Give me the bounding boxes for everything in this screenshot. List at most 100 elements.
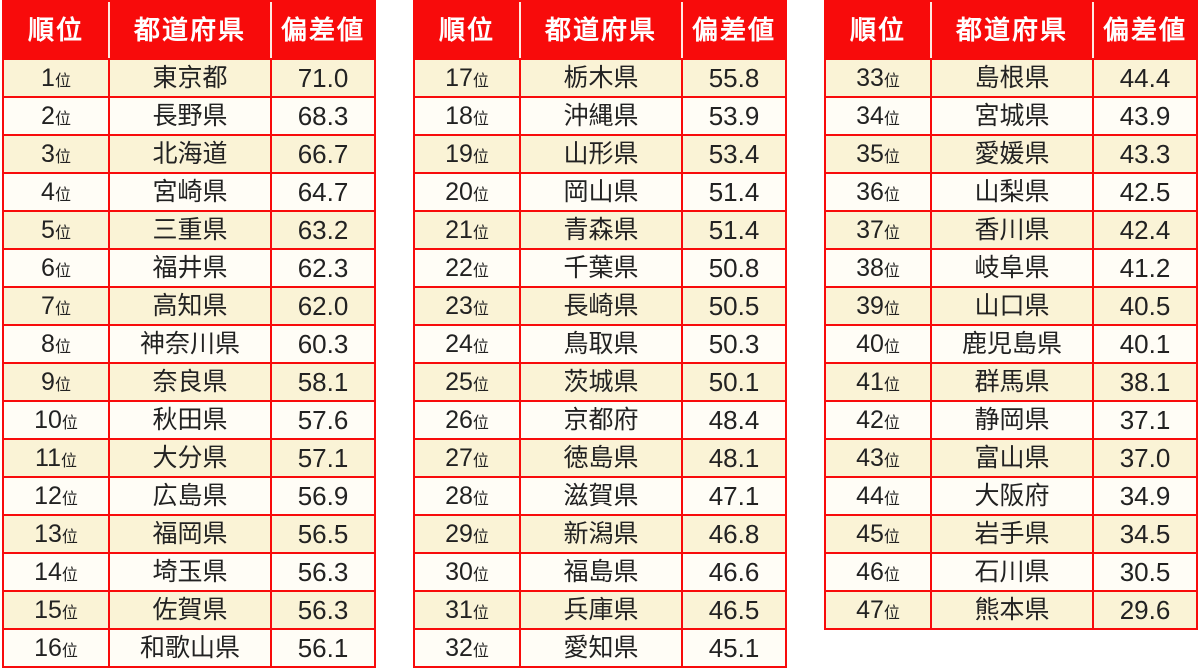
rank-cell: 5位 [4,212,108,248]
table-row: 47位 熊本県 29.6 [826,590,1196,628]
rank-suffix: 位 [472,301,489,318]
rank-suffix: 位 [883,605,900,622]
rank-cell: 18位 [415,98,519,134]
rank-suffix: 位 [883,491,900,508]
table-row: 17位 栃木県 55.8 [415,58,785,96]
value-cell: 68.3 [270,98,374,134]
rank-suffix: 位 [883,225,900,242]
table-row: 43位 富山県 37.0 [826,438,1196,476]
prefecture-cell: 埼玉県 [108,554,270,590]
table-row: 39位 山口県 40.5 [826,286,1196,324]
table-header-row: 順位 都道府県 偏差値 [415,2,785,58]
prefecture-cell: 福岡県 [108,516,270,552]
rank-cell: 47位 [826,592,930,628]
prefecture-cell: 栃木県 [519,60,681,96]
rank-number: 38 [856,254,884,282]
rank-cell: 46位 [826,554,930,590]
value-cell: 42.5 [1092,174,1196,210]
value-cell: 34.9 [1092,478,1196,514]
rank-cell: 20位 [415,174,519,210]
rank-number: 23 [445,292,473,320]
value-cell: 60.3 [270,326,374,362]
rank-cell: 2位 [4,98,108,134]
rank-number: 39 [856,292,884,320]
rank-cell: 34位 [826,98,930,134]
rank-suffix: 位 [472,187,489,204]
rank-number: 21 [445,216,473,244]
table-row: 33位 島根県 44.4 [826,58,1196,96]
rank-number: 32 [445,634,473,662]
rank-cell: 33位 [826,60,930,96]
header-prefecture: 都道府県 [930,2,1092,58]
table-row: 20位 岡山県 51.4 [415,172,785,210]
prefecture-cell: 長崎県 [519,288,681,324]
table-row: 5位 三重県 63.2 [4,210,374,248]
rank-cell: 6位 [4,250,108,286]
value-cell: 30.5 [1092,554,1196,590]
rank-cell: 29位 [415,516,519,552]
rank-suffix: 位 [883,339,900,356]
prefecture-cell: 鹿児島県 [930,326,1092,362]
table-row: 2位 長野県 68.3 [4,96,374,134]
rank-suffix: 位 [472,263,489,280]
rank-cell: 3位 [4,136,108,172]
rank-suffix: 位 [883,301,900,318]
table-row: 37位 香川県 42.4 [826,210,1196,248]
rank-number: 12 [34,482,62,510]
rank-number: 42 [856,406,884,434]
prefecture-cell: 茨城県 [519,364,681,400]
value-cell: 46.8 [681,516,785,552]
rank-number: 30 [445,558,473,586]
value-cell: 46.5 [681,592,785,628]
rank-number: 1 [41,64,55,92]
rank-number: 37 [856,216,884,244]
prefecture-cell: 宮崎県 [108,174,270,210]
value-cell: 43.3 [1092,136,1196,172]
prefecture-cell: 福井県 [108,250,270,286]
table-row: 11位 大分県 57.1 [4,438,374,476]
rank-number: 26 [445,406,473,434]
prefecture-cell: 和歌山県 [108,630,270,666]
rank-number: 19 [445,140,473,168]
rank-cell: 12位 [4,478,108,514]
table-row: 35位 愛媛県 43.3 [826,134,1196,172]
header-value: 偏差値 [270,2,374,58]
rank-cell: 22位 [415,250,519,286]
rank-number: 14 [34,558,62,586]
prefecture-cell: 京都府 [519,402,681,438]
rank-number: 2 [41,102,55,130]
rank-cell: 25位 [415,364,519,400]
rank-suffix: 位 [54,225,71,242]
rank-suffix: 位 [883,111,900,128]
prefecture-cell: 大阪府 [930,478,1092,514]
value-cell: 51.4 [681,212,785,248]
rank-number: 33 [856,64,884,92]
prefecture-cell: 神奈川県 [108,326,270,362]
table-row: 7位 高知県 62.0 [4,286,374,324]
header-prefecture: 都道府県 [519,2,681,58]
rank-suffix: 位 [883,377,900,394]
rank-number: 7 [41,292,55,320]
prefecture-cell: 沖縄県 [519,98,681,134]
rank-cell: 4位 [4,174,108,210]
rank-suffix: 位 [54,377,71,394]
value-cell: 50.1 [681,364,785,400]
table-row: 13位 福岡県 56.5 [4,514,374,552]
prefecture-cell: 愛媛県 [930,136,1092,172]
rank-number: 8 [41,330,55,358]
prefecture-cell: 愛知県 [519,630,681,666]
prefecture-cell: 石川県 [930,554,1092,590]
prefecture-cell: 滋賀県 [519,478,681,514]
rank-suffix: 位 [61,491,78,508]
table-row: 4位 宮崎県 64.7 [4,172,374,210]
rank-suffix: 位 [61,567,78,584]
prefecture-cell: 静岡県 [930,402,1092,438]
rank-number: 40 [856,330,884,358]
rank-cell: 27位 [415,440,519,476]
rank-suffix: 位 [472,415,489,432]
rank-cell: 40位 [826,326,930,362]
rank-number: 27 [445,444,473,472]
rank-cell: 11位 [4,440,108,476]
value-cell: 43.9 [1092,98,1196,134]
rank-cell: 14位 [4,554,108,590]
